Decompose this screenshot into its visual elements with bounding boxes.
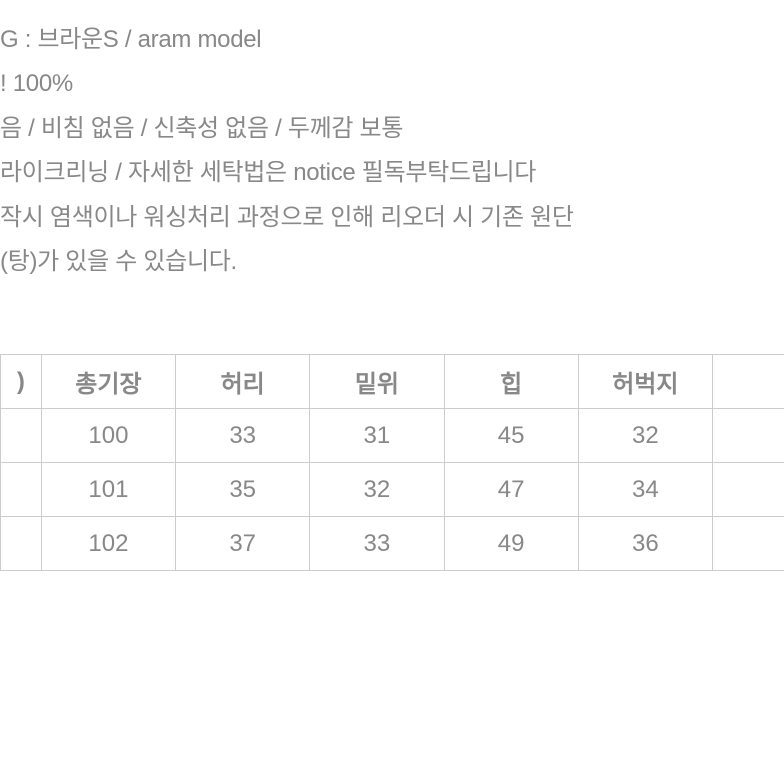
desc-line-5: 작시 염색이나 워싱처리 과정으로 인해 리오더 시 기존 원단 [0,196,784,240]
cell-value: 33 [176,409,310,463]
cell-value: 31 [310,409,444,463]
cell-value: 32 [310,463,444,517]
desc-line-2: ! 100% [0,62,784,106]
table-row: 102 37 33 49 36 [1,517,784,571]
cell-value: 49 [444,517,578,571]
cell-label [1,463,42,517]
cell-value: 33 [310,517,444,571]
table-row: 100 33 31 45 32 [1,409,784,463]
table-header-row: ) 총기장 허리 밑위 힙 허벅지 [1,355,784,409]
header-label: ) [1,355,42,409]
cell-label [1,409,42,463]
header-partial [712,355,784,409]
cell-label [1,517,42,571]
header-rise: 밑위 [310,355,444,409]
cell-partial [712,517,784,571]
cell-partial [712,463,784,517]
size-table-container: ) 총기장 허리 밑위 힙 허벅지 100 33 31 45 32 101 [0,354,784,571]
cell-partial [712,409,784,463]
header-total-length: 총기장 [41,355,175,409]
header-thigh: 허벅지 [578,355,712,409]
cell-value: 36 [578,517,712,571]
cell-value: 34 [578,463,712,517]
table-row: 101 35 32 47 34 [1,463,784,517]
cell-value: 35 [176,463,310,517]
desc-line-6: (탕)가 있을 수 있습니다. [0,240,784,284]
cell-value: 101 [41,463,175,517]
desc-line-3: 음 / 비침 없음 / 신축성 없음 / 두께감 보통 [0,107,784,151]
desc-line-1: G : 브라운S / aram model [0,18,784,62]
header-waist: 허리 [176,355,310,409]
desc-line-4: 라이크리닝 / 자세한 세탁법은 notice 필독부탁드립니다 [0,151,784,195]
description-block: G : 브라운S / aram model ! 100% 음 / 비침 없음 /… [0,0,784,284]
cell-value: 32 [578,409,712,463]
cell-value: 45 [444,409,578,463]
cell-value: 102 [41,517,175,571]
size-table: ) 총기장 허리 밑위 힙 허벅지 100 33 31 45 32 101 [0,354,784,571]
cell-value: 37 [176,517,310,571]
header-hip: 힙 [444,355,578,409]
cell-value: 100 [41,409,175,463]
cell-value: 47 [444,463,578,517]
